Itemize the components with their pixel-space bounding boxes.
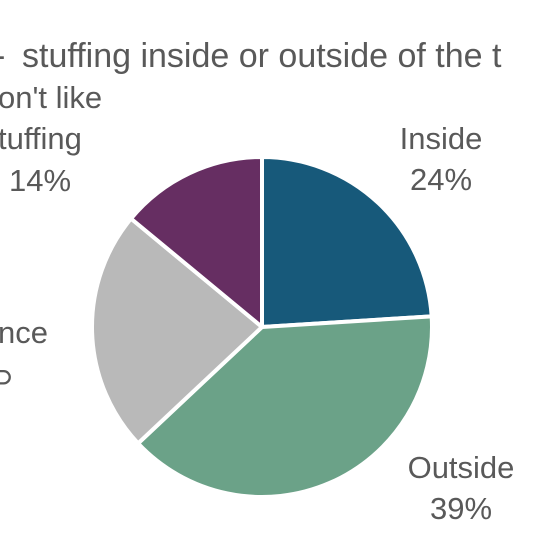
slice-label-nce: nce — [0, 315, 48, 350]
slice-label-inside: Inside — [400, 121, 483, 156]
pie-slices — [90, 155, 434, 499]
slice-value-dont-like: 14% — [9, 163, 71, 198]
slice-label-dont-like-line1: on't like — [0, 80, 102, 115]
pie-slice-1 — [260, 155, 434, 329]
slice-value-inside: 24% — [410, 162, 472, 197]
chart-title-group: - stuffing inside or outside of the t — [0, 37, 502, 75]
pie-labels: Inside 24% Outside 39% nce ⊃ on't like t… — [0, 80, 514, 526]
pie-slice-2 — [136, 314, 434, 499]
slice-label-dont-like-line2: tuffing — [0, 121, 82, 156]
slice-label-outside: Outside — [408, 450, 515, 485]
pie-slice-3 — [90, 216, 264, 446]
slice-value-outside: 39% — [430, 491, 492, 526]
chart-title: stuffing inside or outside of the t — [22, 37, 502, 75]
slice-value-nce: ⊃ — [0, 359, 14, 394]
chart-title-prefix-fragment: - — [0, 37, 5, 75]
pie-slice-4 — [129, 155, 264, 329]
